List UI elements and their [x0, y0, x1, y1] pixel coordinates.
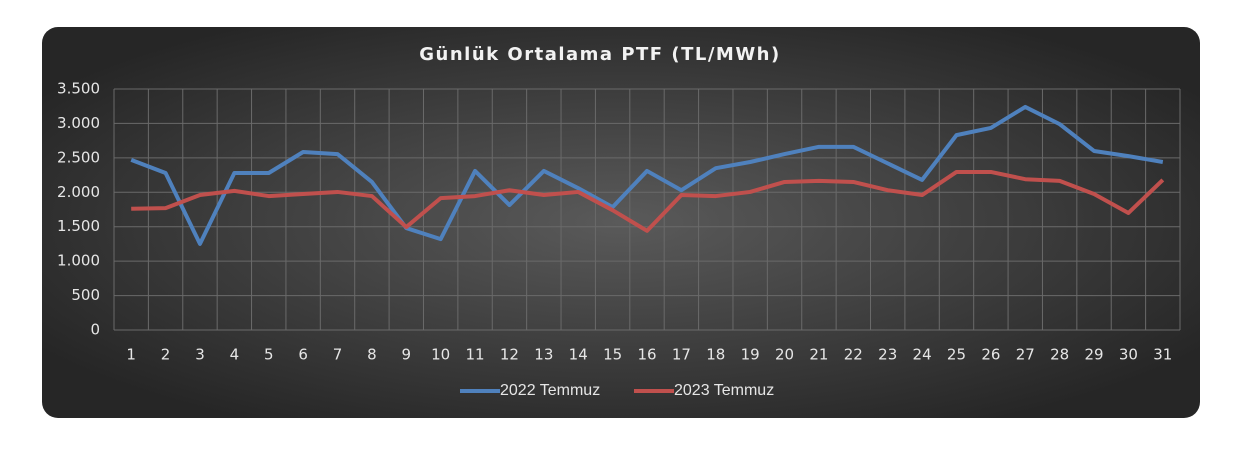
chart-background [42, 27, 1200, 418]
x-tick-label: 6 [298, 346, 308, 364]
x-tick-label: 20 [775, 346, 794, 364]
legend-label: 2022 Temmuz [500, 382, 600, 399]
x-tick-label: 10 [431, 346, 450, 364]
x-tick-label: 21 [809, 346, 828, 364]
x-tick-label: 3 [195, 346, 205, 364]
y-tick-label: 500 [71, 286, 100, 304]
x-tick-label: 24 [913, 346, 932, 364]
y-tick-label: 1.500 [57, 217, 100, 235]
x-tick-label: 17 [672, 346, 691, 364]
x-tick-label: 19 [741, 346, 760, 364]
x-tick-label: 13 [534, 346, 553, 364]
y-tick-label: 3.000 [57, 114, 100, 132]
x-tick-label: 16 [637, 346, 656, 364]
x-tick-label: 7 [333, 346, 343, 364]
y-tick-label: 3.500 [57, 80, 100, 98]
x-tick-label: 4 [230, 346, 240, 364]
x-tick-label: 29 [1084, 346, 1103, 364]
x-tick-label: 18 [706, 346, 725, 364]
x-tick-label: 8 [367, 346, 377, 364]
x-tick-label: 26 [981, 346, 1000, 364]
x-tick-label: 23 [878, 346, 897, 364]
legend-label: 2023 Temmuz [674, 382, 774, 399]
chart-title: Günlük Ortalama PTF (TL/MWh) [419, 44, 780, 65]
x-tick-label: 14 [569, 346, 588, 364]
x-tick-label: 2 [161, 346, 171, 364]
x-tick-label: 30 [1119, 346, 1138, 364]
x-tick-label: 15 [603, 346, 622, 364]
x-tick-label: 27 [1016, 346, 1035, 364]
data-line [130, 104, 1164, 246]
y-tick-label: 1.000 [57, 252, 100, 270]
y-tick-label: 0 [90, 321, 100, 339]
x-tick-label: 1 [126, 346, 136, 364]
x-tick-label: 12 [500, 346, 519, 364]
x-tick-label: 28 [1050, 346, 1069, 364]
y-tick-label: 2.500 [57, 148, 100, 166]
x-tick-label: 25 [947, 346, 966, 364]
x-tick-label: 5 [264, 346, 274, 364]
x-tick-label: 11 [466, 346, 485, 364]
data-line [131, 169, 1165, 233]
x-tick-label: 31 [1153, 346, 1172, 364]
x-tick-label: 22 [844, 346, 863, 364]
y-tick-label: 2.000 [57, 183, 100, 201]
x-tick-label: 9 [402, 346, 412, 364]
